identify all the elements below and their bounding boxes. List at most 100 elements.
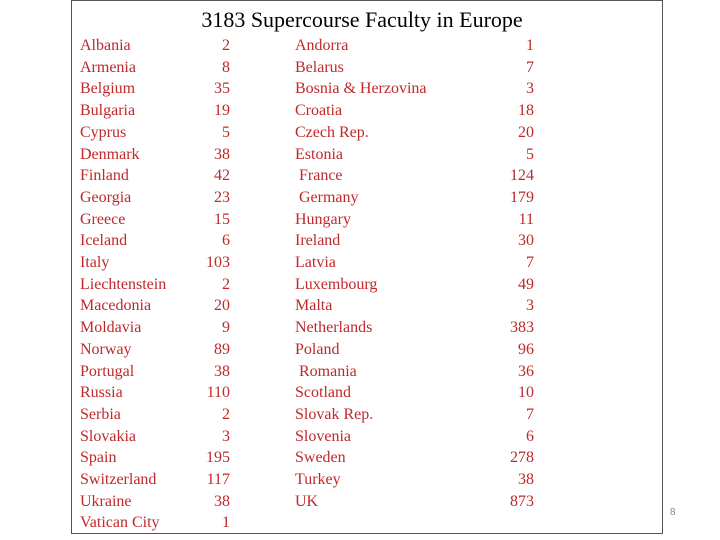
country-name: Slovakia — [80, 427, 136, 445]
country-row: Ukraine 38 — [72, 493, 664, 513]
country-row: Ireland 30 — [72, 232, 664, 252]
country-row: Estonia 5 — [72, 146, 664, 166]
faculty-count: 103 — [206, 254, 230, 271]
faculty-count: 7 — [526, 405, 534, 423]
country-row: Macedonia 20 — [72, 297, 664, 317]
faculty-count: 2 — [222, 405, 230, 423]
country-name: Belarus — [295, 58, 344, 76]
faculty-count: 15 — [214, 210, 230, 228]
country-name: Cyprus — [80, 123, 127, 141]
faculty-count: 7 — [526, 254, 534, 271]
country-name: UK — [295, 492, 319, 510]
country-row: Hungary 11 — [72, 211, 664, 231]
faculty-count: 110 — [206, 384, 230, 402]
country-row: Serbia 2 — [72, 406, 664, 426]
country-row: Iceland 6 — [72, 232, 664, 252]
country-row: France 124 — [72, 167, 664, 187]
page-number: 8 — [670, 507, 676, 518]
country-row: Turkey 38 — [72, 471, 664, 491]
faculty-count: 8 — [222, 58, 230, 76]
faculty-count: 42 — [214, 167, 230, 185]
faculty-count: 23 — [214, 188, 230, 206]
faculty-count: 117 — [206, 471, 230, 488]
faculty-count: 20 — [214, 297, 230, 315]
country-row: Latvia 7 — [72, 254, 664, 274]
faculty-count: 195 — [206, 449, 230, 467]
country-row: Portugal 38 — [72, 363, 664, 383]
country-row: Romania 36 — [72, 363, 664, 383]
faculty-count: 18 — [518, 102, 534, 120]
country-name: Russia — [80, 384, 123, 402]
country-row: Cyprus 5 — [72, 124, 664, 144]
country-row: Slovak Rep. 7 — [72, 406, 664, 426]
country-name: Netherlands — [295, 319, 373, 337]
faculty-count: 11 — [518, 210, 534, 228]
country-name: Belgium — [80, 80, 136, 98]
country-name: Latvia — [295, 254, 336, 271]
country-row: Bulgaria 19 — [72, 102, 664, 122]
country-row: Vatican City 1 — [72, 514, 664, 534]
country-name: Macedonia — [80, 297, 152, 315]
faculty-count: 36 — [518, 362, 534, 380]
country-row: Albania 2 — [72, 37, 664, 57]
faculty-count: 38 — [214, 362, 230, 380]
country-name: Hungary — [295, 210, 351, 228]
faculty-count: 3 — [526, 80, 534, 98]
faculty-count: 38 — [214, 492, 230, 510]
country-name: Serbia — [80, 405, 121, 423]
country-row: Finland 42 — [72, 167, 664, 187]
country-row: Luxembourg 49 — [72, 276, 664, 296]
country-row: Sweden 278 — [72, 449, 664, 469]
country-row: Belgium 35 — [72, 80, 664, 100]
country-name: Greece — [80, 210, 126, 228]
faculty-count: 2 — [222, 275, 230, 293]
country-row: Russia 110 — [72, 384, 664, 404]
faculty-count: 5 — [222, 123, 230, 141]
country-row: Armenia 8 — [72, 59, 664, 79]
country-name: Norway — [80, 340, 132, 358]
faculty-count: 9 — [222, 319, 230, 337]
country-name: Portugal — [80, 362, 135, 380]
faculty-count: 19 — [214, 102, 230, 120]
country-name: Luxembourg — [295, 275, 378, 293]
country-name: Vatican City — [80, 514, 160, 532]
country-row: Denmark 38 — [72, 146, 664, 166]
country-name: Italy — [80, 254, 110, 271]
country-row: Switzerland 117 — [72, 471, 664, 491]
slide-title: 3183 Supercourse Faculty in Europe — [72, 7, 664, 33]
country-row: Czech Rep. 20 — [72, 124, 664, 144]
country-row: Poland 96 — [72, 341, 664, 361]
country-name: Turkey — [295, 471, 341, 488]
faculty-count: 3 — [222, 427, 230, 445]
faculty-count: 179 — [510, 188, 534, 206]
faculty-count: 278 — [510, 449, 534, 467]
country-name: Denmark — [80, 145, 140, 163]
country-name: Poland — [295, 340, 340, 358]
country-name: France — [299, 167, 343, 185]
country-row: Malta 3 — [72, 297, 664, 317]
country-row: Italy 103 — [72, 254, 664, 274]
country-name: Romania — [299, 362, 357, 380]
country-name: Slovak Rep. — [295, 405, 374, 423]
country-name: Germany — [299, 188, 359, 206]
faculty-count: 20 — [518, 123, 534, 141]
country-row: Greece 15 — [72, 211, 664, 231]
faculty-count: 38 — [518, 471, 534, 488]
faculty-count: 10 — [518, 384, 534, 402]
faculty-count: 6 — [526, 427, 534, 445]
faculty-count: 3 — [526, 297, 534, 315]
country-row: Moldavia 9 — [72, 319, 664, 339]
faculty-count: 35 — [214, 80, 230, 98]
country-name: Bulgaria — [80, 102, 136, 120]
country-name: Czech Rep. — [295, 123, 369, 141]
country-row: Germany 179 — [72, 189, 664, 209]
slide-title-text: 3183 Supercourse Faculty in Europe — [201, 7, 523, 32]
country-name: Finland — [80, 167, 129, 185]
country-name: Croatia — [295, 102, 343, 120]
slide-frame: 3183 Supercourse Faculty in Europe Alban… — [71, 0, 663, 534]
faculty-count: 2 — [222, 37, 230, 54]
faculty-count: 89 — [214, 340, 230, 358]
country-name: Bosnia & Herzovina — [295, 80, 427, 98]
country-name: Ireland — [295, 232, 341, 250]
country-name: Liechtenstein — [80, 275, 167, 293]
